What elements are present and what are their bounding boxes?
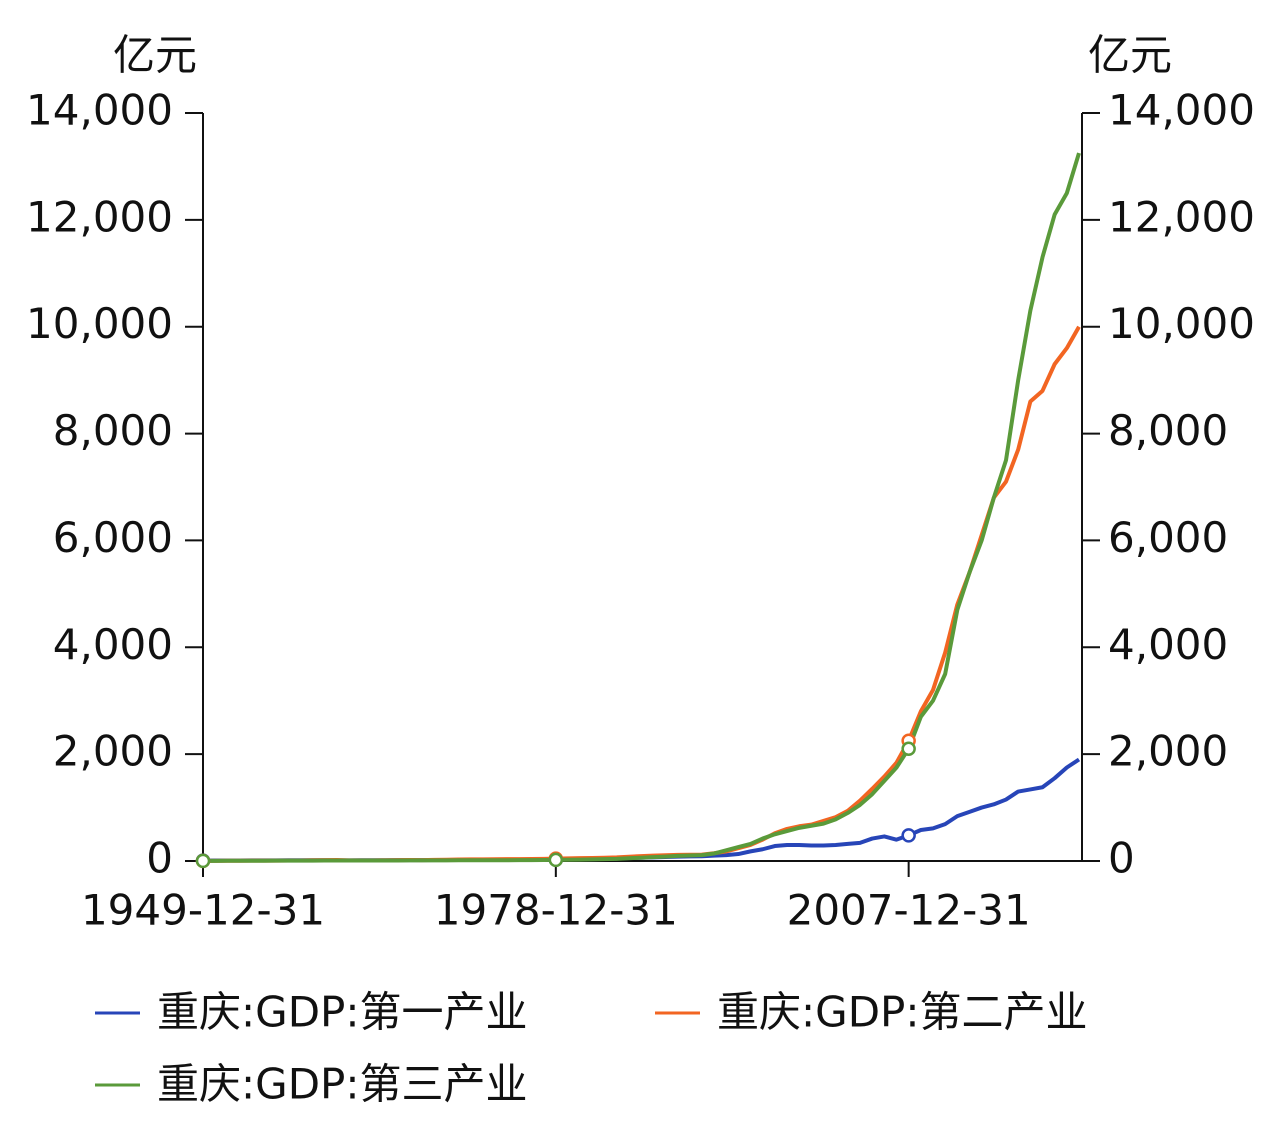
y-tick-label: 10,000 [26, 299, 173, 348]
x-tick-label: 1978-12-31 [434, 886, 678, 935]
y2-tick-label: 2,000 [1108, 727, 1228, 776]
y2-tick-label: 8,000 [1108, 406, 1228, 455]
x-tick-label: 1949-12-31 [81, 886, 325, 935]
point-marker [195, 853, 211, 869]
y2-tick-label: 0 [1108, 834, 1135, 883]
y-tick-label: 14,000 [26, 86, 173, 135]
y-tick-label: 6,000 [53, 513, 173, 562]
y2-tick-label: 10,000 [1108, 299, 1255, 348]
y2-tick-label: 4,000 [1108, 620, 1228, 669]
y-tick-label: 12,000 [26, 192, 173, 241]
y-tick-label: 0 [146, 834, 173, 883]
point-marker [901, 741, 916, 757]
series-line [202, 325, 1081, 863]
y-tick-label: 2,000 [53, 727, 173, 776]
legend-label: 重庆:GDP:第二产业 [717, 988, 1088, 1037]
y-axis-unit: 亿元 [113, 31, 197, 80]
legend-label: 重庆:GDP:第一产业 [157, 988, 528, 1037]
y-tick-label: 8,000 [53, 406, 173, 455]
point-marker [548, 852, 564, 868]
series-line [202, 757, 1081, 863]
point-marker [901, 828, 916, 843]
y2-tick-label: 12,000 [1108, 192, 1255, 241]
y2-axis-unit: 亿元 [1088, 31, 1172, 80]
y2-tick-label: 6,000 [1108, 513, 1228, 562]
x-tick-label: 2007-12-31 [787, 886, 1031, 935]
y2-tick-label: 14,000 [1108, 86, 1255, 135]
series-line [203, 152, 1081, 863]
legend-label: 重庆:GDP:第三产业 [157, 1060, 528, 1109]
y-tick-label: 4,000 [53, 620, 173, 669]
